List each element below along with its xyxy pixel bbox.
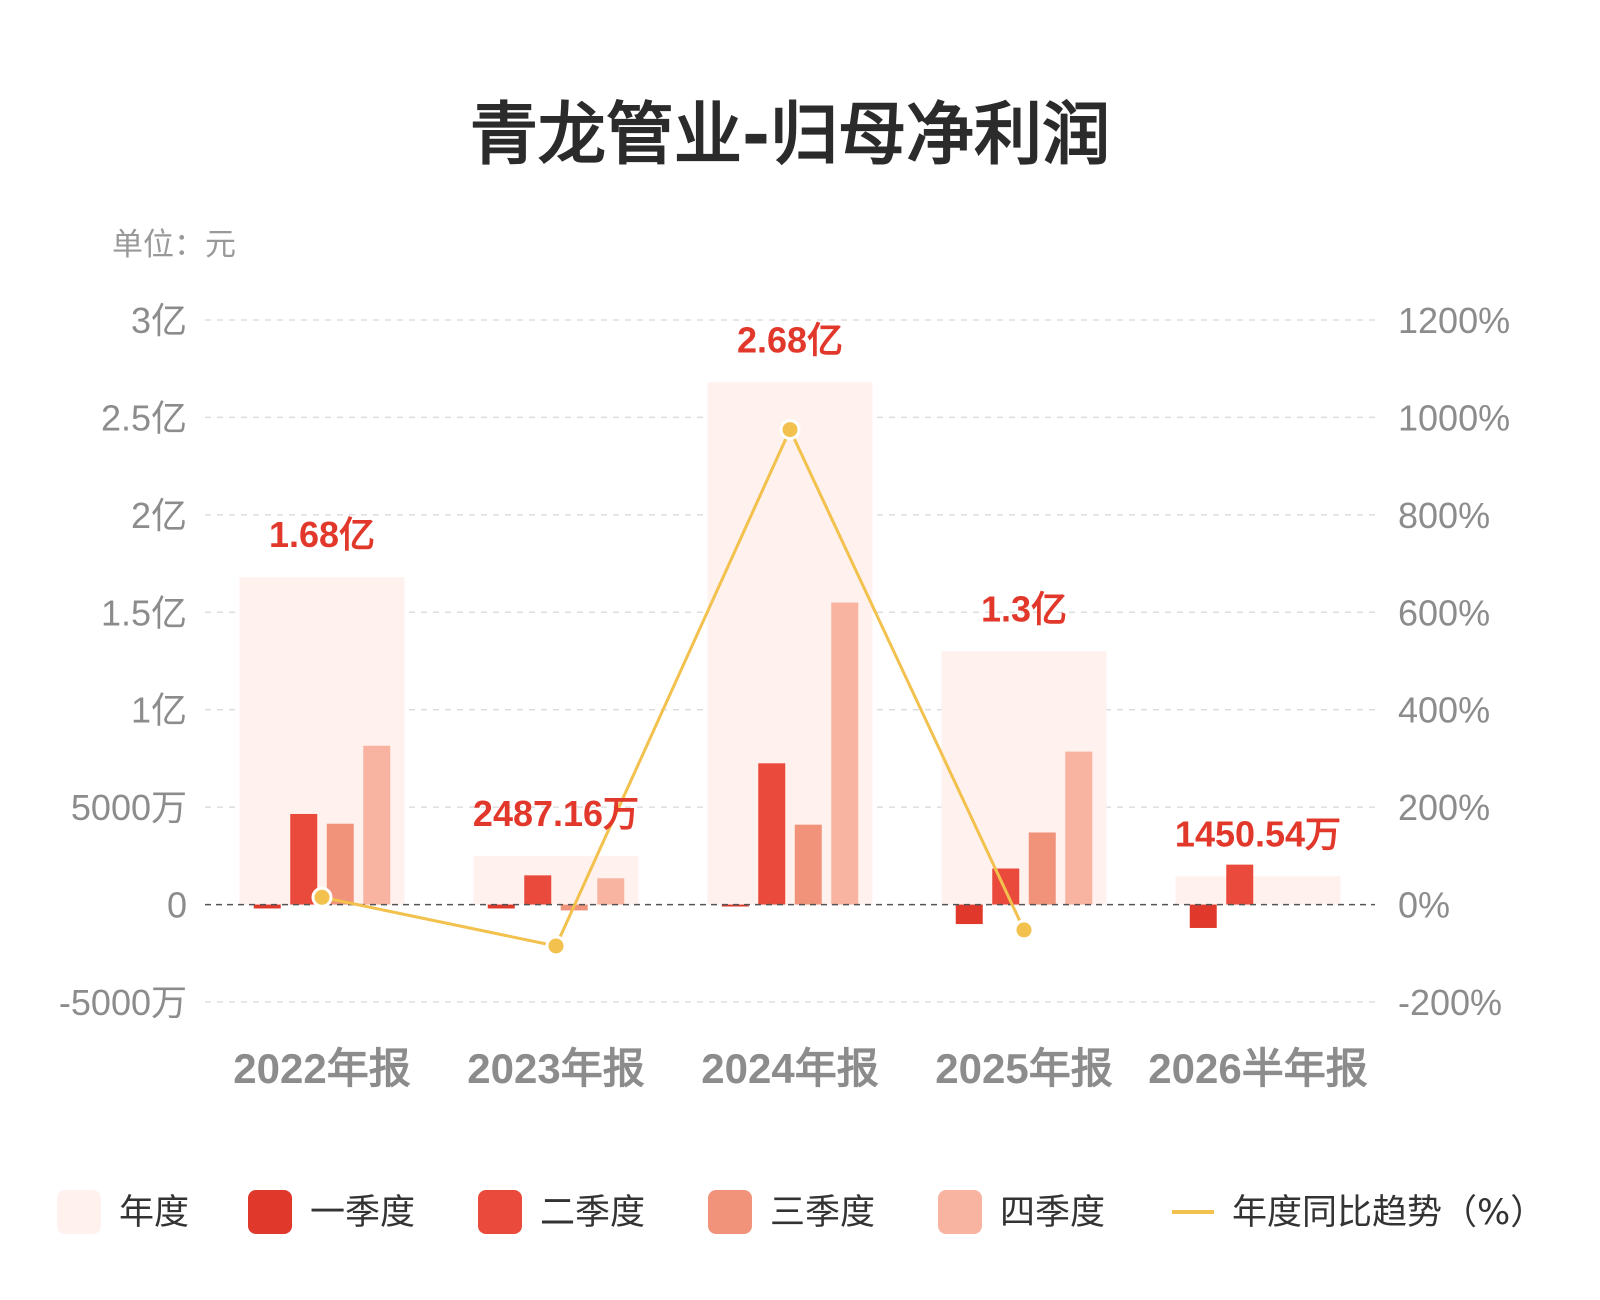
left-tick-label: 3亿 bbox=[131, 300, 187, 341]
left-tick-label: -5000万 bbox=[59, 982, 187, 1023]
left-tick-label: 2.5亿 bbox=[101, 397, 187, 438]
quarter-bar-q2 bbox=[524, 875, 552, 905]
quarter-bar-q4 bbox=[363, 745, 391, 905]
yoy-point bbox=[1013, 919, 1035, 941]
annual-value-label: 1.68亿 bbox=[269, 514, 375, 555]
quarter-bar-q4 bbox=[597, 878, 625, 905]
right-tick-label: 0% bbox=[1398, 885, 1450, 926]
right-tick-label: 200% bbox=[1398, 787, 1490, 828]
yoy-point bbox=[779, 419, 801, 441]
legend-label: 一季度 bbox=[310, 1193, 415, 1233]
right-tick-label: 600% bbox=[1398, 592, 1490, 633]
left-tick-label: 1亿 bbox=[131, 690, 187, 731]
quarter-bar-q3 bbox=[326, 823, 354, 905]
yoy-line bbox=[311, 419, 1035, 957]
annual-value-label: 2487.16万 bbox=[473, 793, 639, 834]
category-label: 2026半年报 bbox=[1148, 1045, 1367, 1092]
category-label: 2022年报 bbox=[233, 1045, 410, 1092]
right-axis-ticks: 1200% 1000% 800% 600% 400% 200% 0% -200% bbox=[1398, 300, 1510, 1023]
left-tick-label: 1.5亿 bbox=[101, 592, 187, 633]
legend-swatch bbox=[478, 1190, 522, 1234]
annual-value-label: 1.3亿 bbox=[981, 588, 1067, 629]
category-label: 2025年报 bbox=[935, 1045, 1112, 1092]
legend-label: 年度 bbox=[119, 1193, 189, 1233]
unit-label: 单位：元 bbox=[112, 227, 236, 263]
legend-swatch bbox=[708, 1190, 752, 1234]
legend-swatch bbox=[938, 1190, 982, 1234]
quarter-bar-q3 bbox=[794, 824, 822, 905]
quarter-bar-q1 bbox=[1189, 904, 1217, 928]
right-tick-label: -200% bbox=[1398, 982, 1502, 1023]
left-tick-label: 2亿 bbox=[131, 495, 187, 536]
right-tick-label: 1200% bbox=[1398, 300, 1510, 341]
yoy-point bbox=[545, 935, 567, 957]
category-labels: 2022年报 2023年报 2024年报 2025年报 2026半年报 bbox=[233, 1045, 1367, 1092]
right-tick-label: 800% bbox=[1398, 495, 1490, 536]
legend: 年度 一季度 二季度 三季度 四季度 年度同比趋势（%） bbox=[57, 1190, 1545, 1234]
quarter-bar-q1 bbox=[721, 904, 749, 907]
right-tick-label: 1000% bbox=[1398, 397, 1510, 438]
left-tick-label: 0 bbox=[167, 885, 187, 926]
category-label: 2023年报 bbox=[467, 1045, 644, 1092]
quarter-bar-q2 bbox=[758, 763, 786, 905]
quarter-bar-q1 bbox=[253, 904, 281, 909]
right-tick-label: 400% bbox=[1398, 690, 1490, 731]
legend-swatch bbox=[248, 1190, 292, 1234]
quarter-bars bbox=[253, 602, 1254, 928]
quarter-bar-q4 bbox=[831, 602, 859, 905]
annual-data-labels: 1.68亿 2487.16万 2.68亿 1.3亿 1450.54万 bbox=[269, 319, 1341, 854]
quarter-bar-q1 bbox=[487, 904, 515, 909]
legend-label: 二季度 bbox=[540, 1193, 645, 1233]
yoy-point bbox=[311, 886, 333, 908]
quarter-bar-q2 bbox=[290, 813, 318, 905]
annual-value-label: 1450.54万 bbox=[1175, 813, 1341, 854]
legend-label: 四季度 bbox=[1000, 1193, 1105, 1233]
left-tick-label: 5000万 bbox=[71, 787, 187, 828]
quarter-bar-q4 bbox=[1065, 751, 1093, 905]
legend-label: 年度同比趋势（%） bbox=[1232, 1193, 1545, 1233]
category-label: 2024年报 bbox=[701, 1045, 878, 1092]
yoy-trend-line bbox=[321, 426, 1026, 948]
legend-label: 三季度 bbox=[770, 1193, 875, 1233]
quarter-bar-q3 bbox=[1028, 832, 1056, 905]
left-axis-ticks: 3亿 2.5亿 2亿 1.5亿 1亿 5000万 0 -5000万 bbox=[59, 300, 187, 1023]
annual-value-label: 2.68亿 bbox=[737, 319, 843, 360]
quarter-bar-q1 bbox=[955, 904, 983, 925]
chart-title: 青龙管业-归母净利润 bbox=[470, 96, 1110, 175]
annual-bar bbox=[1175, 876, 1341, 905]
legend-swatch bbox=[57, 1190, 101, 1234]
quarter-bar-q2 bbox=[1226, 864, 1254, 905]
